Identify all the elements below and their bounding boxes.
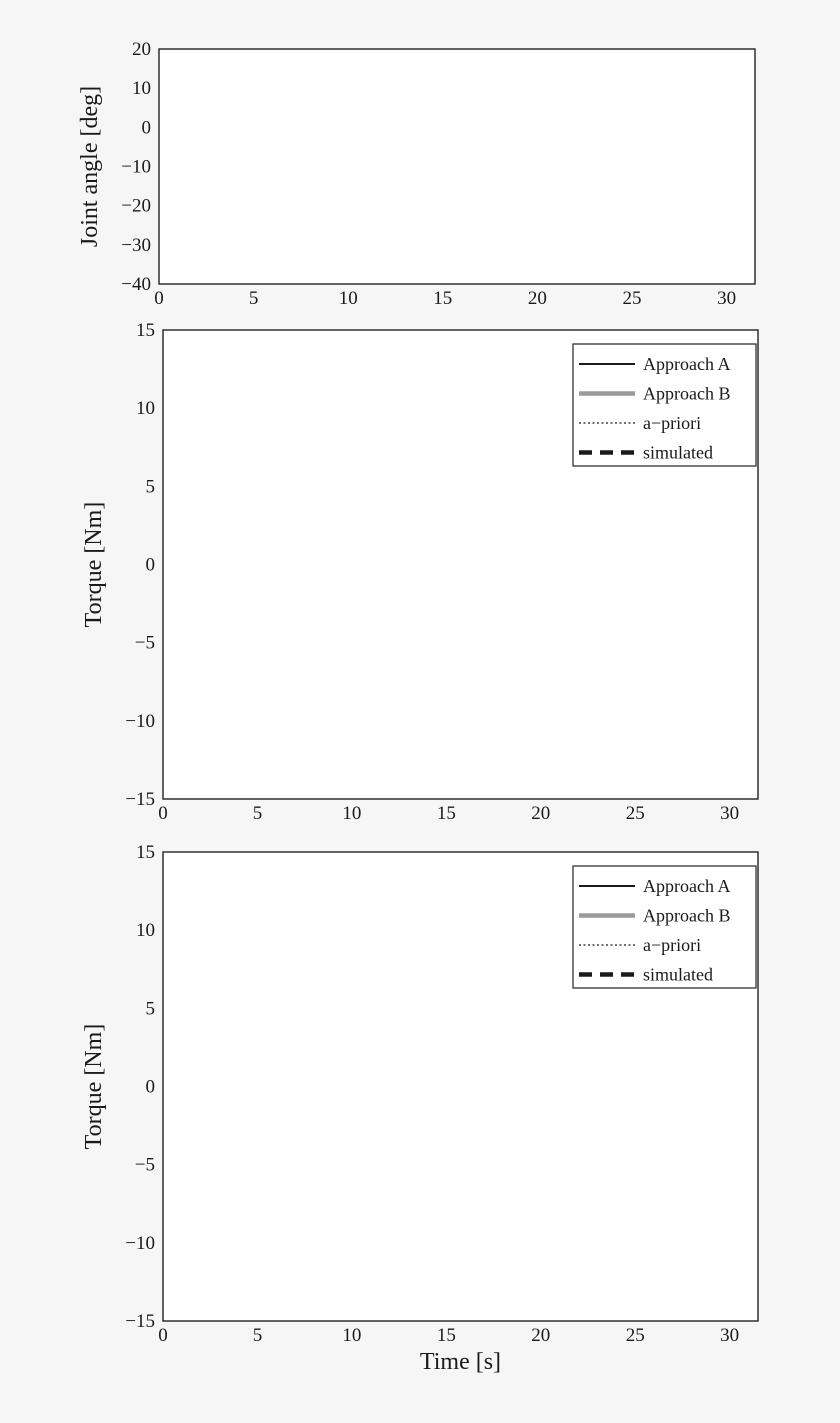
y-tick-label: −40 xyxy=(121,274,151,295)
x-tick-label: 15 xyxy=(437,1325,456,1346)
x-tick-label: 5 xyxy=(253,803,263,824)
chart-panel-2: 0 5 10 15 20 25 30 15 10 5 0 −5 −10 −15 Torque [Nm] App… xyxy=(81,320,759,824)
x-tick-label: 15 xyxy=(437,803,456,824)
y-tick-label: −15 xyxy=(125,789,155,810)
y-tick-label: 5 xyxy=(146,998,156,1019)
x-tick-label: 25 xyxy=(626,803,645,824)
y-tick-label: 0 xyxy=(146,555,156,576)
x-tick-label: 0 xyxy=(158,803,168,824)
chart-panel-3: 0 5 10 15 20 25 30 15 10 5 0 −5 −10 −15 Torque [Nm] Tim… xyxy=(81,842,759,1375)
y-tick-label: 5 xyxy=(146,476,156,497)
x-tick-label: 20 xyxy=(531,1325,550,1346)
x-tick-label: 5 xyxy=(253,1325,263,1346)
x-tick-label: 10 xyxy=(342,803,361,824)
y-tick-label: 10 xyxy=(136,920,155,941)
x-tick-label: 25 xyxy=(626,1325,645,1346)
y-tick-label: −5 xyxy=(135,1155,155,1176)
x-tick-label: 0 xyxy=(158,1325,168,1346)
legend-label: Approach A xyxy=(643,876,730,896)
legend-label: Approach B xyxy=(643,384,730,404)
legend: Approach A Approach B a−priori simulated xyxy=(572,343,757,467)
x-tick-label: 15 xyxy=(433,288,452,309)
x-axis-label: Time [s] xyxy=(420,1349,501,1375)
y-tick-label: 15 xyxy=(136,842,155,863)
y-tick-label: 0 xyxy=(142,117,152,138)
x-tick-label: 30 xyxy=(720,803,739,824)
y-tick-label: −5 xyxy=(135,633,155,654)
legend-label: a−priori xyxy=(643,935,701,955)
y-tick-label: 15 xyxy=(136,320,155,341)
y-tick-label: 20 xyxy=(132,39,151,60)
y-tick-label: −10 xyxy=(121,157,151,178)
x-tick-label: 10 xyxy=(342,1325,361,1346)
y-tick-label: 10 xyxy=(136,398,155,419)
y-tick-label: 0 xyxy=(146,1077,156,1098)
y-tick-label: −20 xyxy=(121,196,151,217)
x-tick-label: 0 xyxy=(154,288,164,309)
y-tick-label: −10 xyxy=(125,711,155,732)
legend-label: simulated xyxy=(643,965,713,985)
x-tick-label: 20 xyxy=(528,288,547,309)
y-tick-label: −15 xyxy=(125,1311,155,1332)
y-tick-label: −30 xyxy=(121,235,151,256)
y-tick-label: 10 xyxy=(132,78,151,99)
y-axis-label: Joint angle [deg] xyxy=(77,86,103,247)
y-axis-label: Torque [Nm] xyxy=(81,1024,107,1150)
x-tick-label: 10 xyxy=(339,288,358,309)
legend-label: a−priori xyxy=(643,413,701,433)
chart-panel-1: 0 5 10 15 20 25 30 20 10 0 −10 −20 −30 −40 Joint angle… xyxy=(77,39,756,309)
x-tick-label: 5 xyxy=(249,288,259,309)
x-tick-label: 30 xyxy=(720,1325,739,1346)
y-tick-label: −10 xyxy=(125,1233,155,1254)
legend-label: Approach B xyxy=(643,906,730,926)
legend-label: simulated xyxy=(643,443,713,463)
y-axis-label: Torque [Nm] xyxy=(81,502,107,628)
legend-label: Approach A xyxy=(643,354,730,374)
plot-frame xyxy=(158,48,756,285)
x-tick-label: 20 xyxy=(531,803,550,824)
x-tick-label: 30 xyxy=(717,288,736,309)
x-tick-label: 25 xyxy=(623,288,642,309)
legend: Approach A Approach B a−priori simulated xyxy=(572,865,757,989)
